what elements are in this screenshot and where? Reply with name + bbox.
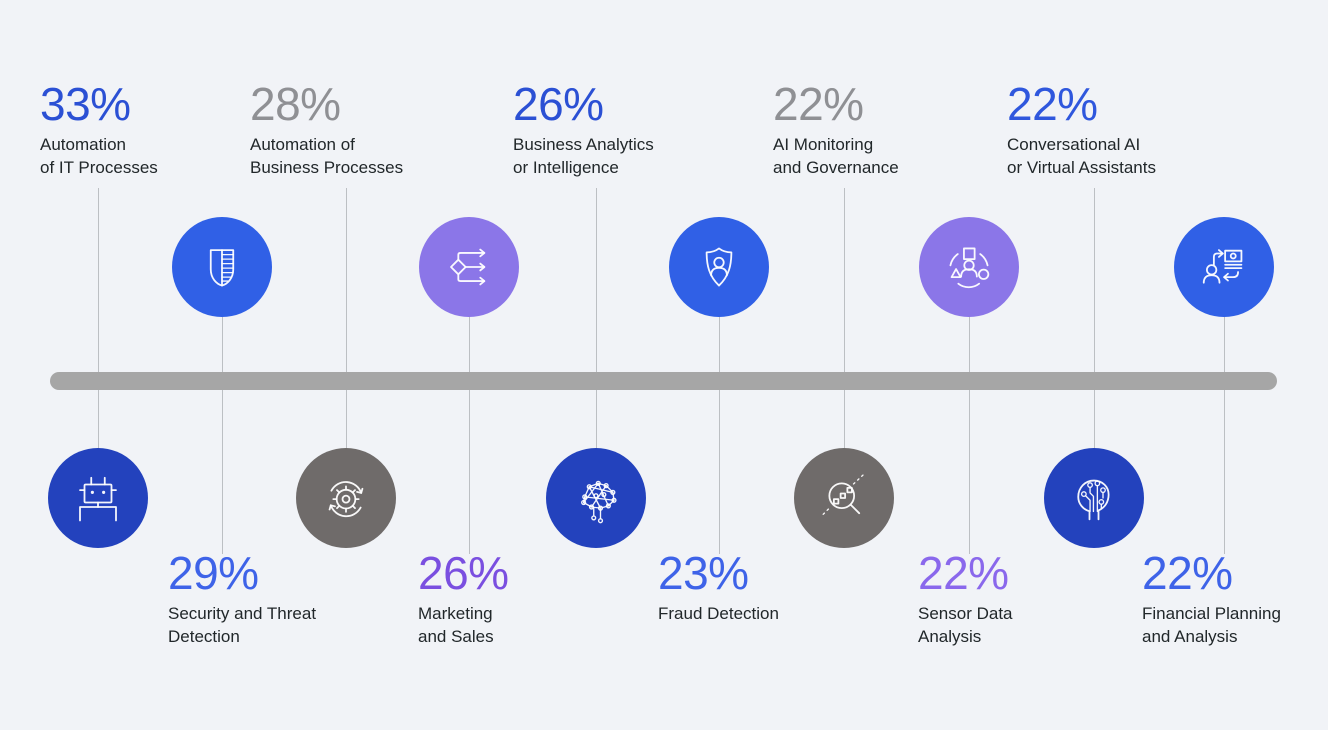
- item-label-line: Automation: [40, 135, 126, 154]
- stat-item: 33% Automation of IT Processes: [40, 80, 158, 179]
- item-label: Conversational AI or Virtual Assistants: [1007, 133, 1156, 179]
- process-automation-icon: [319, 471, 373, 525]
- item-label-line: and Sales: [418, 627, 494, 646]
- person-shapes-icon: [942, 240, 996, 294]
- percent-value: 28%: [250, 78, 341, 130]
- item-label-line: or Intelligence: [513, 158, 619, 177]
- head-circuit-icon: [1067, 471, 1121, 525]
- item-label-line: or Virtual Assistants: [1007, 158, 1156, 177]
- item-label: AI Monitoring and Governance: [773, 133, 899, 179]
- icon-circle: [794, 448, 894, 548]
- item-label: Security and Threat Detection: [168, 602, 316, 648]
- item-label: Sensor Data Analysis: [918, 602, 1013, 648]
- connector-line: [222, 316, 223, 554]
- percent-value: 33%: [40, 78, 131, 130]
- connector-line: [1094, 188, 1095, 450]
- percent-value: 23%: [658, 547, 749, 599]
- item-label-line: Financial Planning: [1142, 604, 1281, 623]
- item-label: Business Analytics or Intelligence: [513, 133, 654, 179]
- percent-value: 29%: [168, 547, 259, 599]
- stat-item: 22% Conversational AI or Virtual Assistant…: [1007, 80, 1156, 179]
- percent-value: 22%: [1142, 547, 1233, 599]
- robot-icon: [71, 471, 125, 525]
- icon-circle: [546, 448, 646, 548]
- item-label-line: Security and Threat: [168, 604, 317, 623]
- connector-line: [969, 316, 970, 554]
- timeline-bar: [50, 372, 1277, 390]
- icon-circle: [1044, 448, 1144, 548]
- item-label: Financial Planning and Analysis: [1142, 602, 1281, 648]
- item-label-line: Automation of: [250, 135, 355, 154]
- icon-circle: [48, 448, 148, 548]
- item-label-line: AI Monitoring: [773, 135, 874, 154]
- item-label-line: Business Processes: [250, 158, 404, 177]
- percent-value: 22%: [918, 547, 1009, 599]
- icon-circle: [919, 217, 1019, 317]
- stat-item: 26% Business Analytics or Intelligence: [513, 80, 654, 179]
- item-label-line: Analysis: [918, 627, 982, 646]
- icon-circle: [296, 448, 396, 548]
- data-magnifier-icon: [817, 471, 871, 525]
- percent-value: 22%: [773, 78, 864, 130]
- item-label-line: Detection: [168, 627, 240, 646]
- stat-item: 22% Sensor Data Analysis: [918, 549, 1013, 648]
- stat-item: 29% Security and Threat Detection: [168, 549, 316, 648]
- connector-line: [98, 188, 99, 450]
- item-label-line: of IT Processes: [40, 158, 158, 177]
- item-label-line: Sensor Data: [918, 604, 1013, 623]
- item-label-line: Conversational AI: [1007, 135, 1141, 154]
- connector-line: [596, 188, 597, 450]
- connector-line: [719, 316, 720, 554]
- stat-item: 22% Financial Planning and Analysis: [1142, 549, 1281, 648]
- item-label-line: and Governance: [773, 158, 899, 177]
- item-label: Automation of IT Processes: [40, 133, 158, 179]
- stat-item: 26% Marketing and Sales: [418, 549, 509, 648]
- icon-circle: [669, 217, 769, 317]
- icon-circle: [172, 217, 272, 317]
- branch-arrows-icon: [442, 240, 496, 294]
- stat-item: 22% AI Monitoring and Governance: [773, 80, 899, 179]
- stat-item: 23% Fraud Detection: [658, 549, 779, 625]
- connector-line: [469, 316, 470, 554]
- shield-user-icon: [692, 240, 746, 294]
- item-label: Fraud Detection: [658, 602, 779, 625]
- item-label: Marketing and Sales: [418, 602, 509, 648]
- money-exchange-icon: [1197, 240, 1251, 294]
- stat-item: 28% Automation of Business Processes: [250, 80, 403, 179]
- connector-line: [844, 188, 845, 450]
- item-label-line: and Analysis: [1142, 627, 1238, 646]
- item-label: Automation of Business Processes: [250, 133, 403, 179]
- item-label-line: Business Analytics: [513, 135, 654, 154]
- connector-line: [1224, 316, 1225, 554]
- connector-line: [346, 188, 347, 450]
- item-label-line: Marketing: [418, 604, 493, 623]
- icon-circle: [419, 217, 519, 317]
- percent-value: 26%: [513, 78, 604, 130]
- shield-stripes-icon: [195, 240, 249, 294]
- percent-value: 26%: [418, 547, 509, 599]
- percent-value: 22%: [1007, 78, 1098, 130]
- neural-brain-icon: [569, 471, 623, 525]
- item-label-line: Fraud Detection: [658, 604, 779, 623]
- icon-circle: [1174, 217, 1274, 317]
